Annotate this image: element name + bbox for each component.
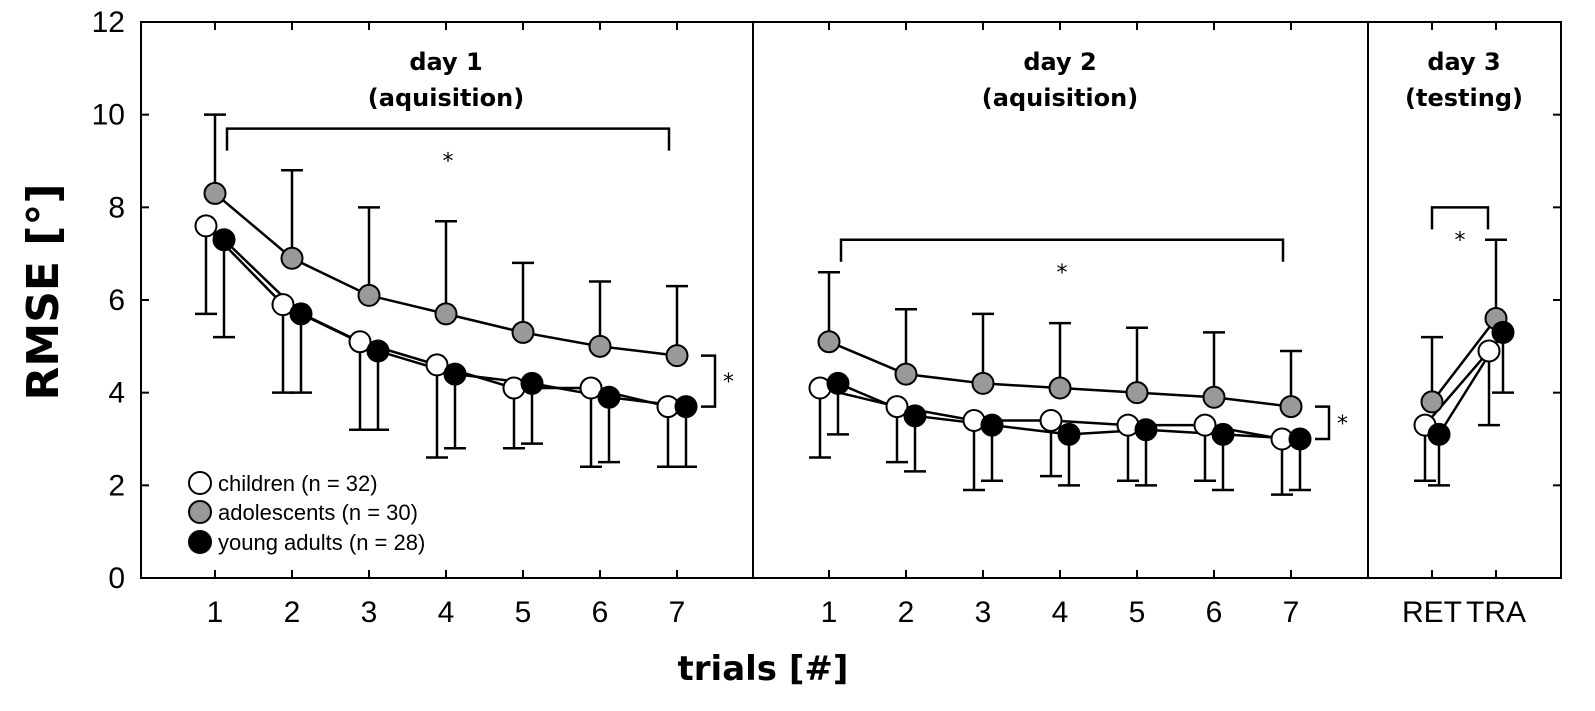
point-adolescents xyxy=(280,246,304,270)
point-adolescents xyxy=(357,283,381,307)
point-young-adults xyxy=(1427,422,1451,446)
x-tick-label: 2 xyxy=(898,596,915,629)
legend-marker-adolescents xyxy=(188,500,212,524)
x-tick-label: 3 xyxy=(975,596,992,629)
panel-subtitle-1: (aquisition) xyxy=(368,84,524,112)
point-young-adults xyxy=(674,395,698,419)
point-adolescents xyxy=(971,371,995,395)
series-lines xyxy=(205,192,1505,441)
error-bars xyxy=(195,113,1514,496)
point-adolescents xyxy=(1048,376,1072,400)
point-young-adults xyxy=(443,362,467,386)
point-adolescents xyxy=(203,181,227,205)
side-bracket-1 xyxy=(701,354,717,408)
point-young-adults xyxy=(1057,422,1081,446)
panel-subtitle-3: (testing) xyxy=(1405,84,1523,112)
y-tick-label: 4 xyxy=(108,377,125,410)
legend-label: adolescents (n = 30) xyxy=(218,500,418,525)
x-tick-label: 7 xyxy=(669,596,686,629)
x-tick-label: 6 xyxy=(1206,596,1223,629)
legend: children (n = 32) adolescents (n = 30) you… xyxy=(188,471,425,555)
point-young-adults xyxy=(1211,422,1235,446)
x-tick-label: 5 xyxy=(515,596,532,629)
point-adolescents xyxy=(1125,381,1149,405)
x-axis-title: trials [#] xyxy=(678,649,849,689)
x-tick-label: 6 xyxy=(592,596,609,629)
point-children xyxy=(579,376,603,400)
point-adolescents xyxy=(588,334,612,358)
x-tick-label: RET xyxy=(1402,596,1462,629)
point-young-adults xyxy=(980,413,1004,437)
x-tick-label: 4 xyxy=(438,596,455,629)
significance-star: * xyxy=(1455,228,1466,253)
x-tick-label: TRA xyxy=(1466,596,1526,629)
x-tick-label: 1 xyxy=(821,596,838,629)
point-children xyxy=(1193,413,1217,437)
point-young-adults xyxy=(366,339,390,363)
point-adolescents xyxy=(894,362,918,386)
point-young-adults xyxy=(903,404,927,428)
panel-title-3: day 3 xyxy=(1427,48,1500,76)
point-young-adults xyxy=(597,385,621,409)
panel-titles: day 1 (aquisition) day 2 (aquisition) day 3 (… xyxy=(368,48,1523,112)
point-young-adults xyxy=(520,371,544,395)
y-tick-label: 6 xyxy=(108,284,125,317)
y-tick-label: 10 xyxy=(92,99,125,132)
legend-label: children (n = 32) xyxy=(218,471,378,496)
x-tick-label: 3 xyxy=(361,596,378,629)
series-line-children xyxy=(1424,350,1490,426)
point-young-adults xyxy=(826,371,850,395)
y-axis-title: RMSE [°] xyxy=(18,184,69,401)
side-bracket-2 xyxy=(1315,405,1331,441)
point-children xyxy=(1039,408,1063,432)
significance-brackets: * * * * * xyxy=(225,127,1490,441)
point-adolescents xyxy=(511,320,535,344)
point-adolescents xyxy=(817,330,841,354)
legend-marker-children xyxy=(188,471,212,495)
point-children xyxy=(194,214,218,238)
bracket-1 xyxy=(225,127,671,151)
legend-marker-young-adults xyxy=(188,530,212,554)
point-young-adults xyxy=(289,302,313,326)
point-children xyxy=(1477,339,1501,363)
bracket-2 xyxy=(839,238,1285,262)
point-adolescents xyxy=(1420,390,1444,414)
point-young-adults xyxy=(1491,320,1515,344)
point-children xyxy=(885,395,909,419)
legend-label: young adults (n = 28) xyxy=(218,530,425,555)
point-children xyxy=(271,293,295,317)
point-adolescents xyxy=(1279,395,1303,419)
x-tick-label: 7 xyxy=(1283,596,1300,629)
data-points xyxy=(194,181,1515,451)
panel-title-1: day 1 xyxy=(409,48,482,76)
x-tick-label: 1 xyxy=(207,596,224,629)
point-young-adults xyxy=(1134,418,1158,442)
panel-subtitle-2: (aquisition) xyxy=(982,84,1138,112)
bracket-3 xyxy=(1430,206,1490,230)
point-children xyxy=(348,330,372,354)
point-young-adults xyxy=(212,228,236,252)
point-young-adults xyxy=(1288,427,1312,451)
x-axis: 1 2 3 4 5 6 7 1 2 3 4 5 6 7 RET TRA xyxy=(207,22,1526,629)
x-tick-label: 2 xyxy=(284,596,301,629)
y-tick-label: 0 xyxy=(108,562,125,595)
y-tick-label: 12 xyxy=(92,6,125,39)
significance-star: * xyxy=(1337,412,1348,437)
x-tick-label: 5 xyxy=(1129,596,1146,629)
y-axis: 0 2 4 6 8 10 12 xyxy=(92,6,1561,595)
significance-star: * xyxy=(1057,261,1068,286)
point-adolescents xyxy=(1202,385,1226,409)
point-adolescents xyxy=(665,344,689,368)
significance-star: * xyxy=(723,370,734,395)
point-adolescents xyxy=(434,302,458,326)
y-tick-label: 8 xyxy=(108,191,125,224)
point-children xyxy=(425,353,449,377)
y-tick-label: 2 xyxy=(108,469,125,502)
significance-star: * xyxy=(443,150,454,175)
x-tick-label: 4 xyxy=(1052,596,1069,629)
panel-title-2: day 2 xyxy=(1023,48,1096,76)
series-line-adolescents xyxy=(1431,317,1497,403)
